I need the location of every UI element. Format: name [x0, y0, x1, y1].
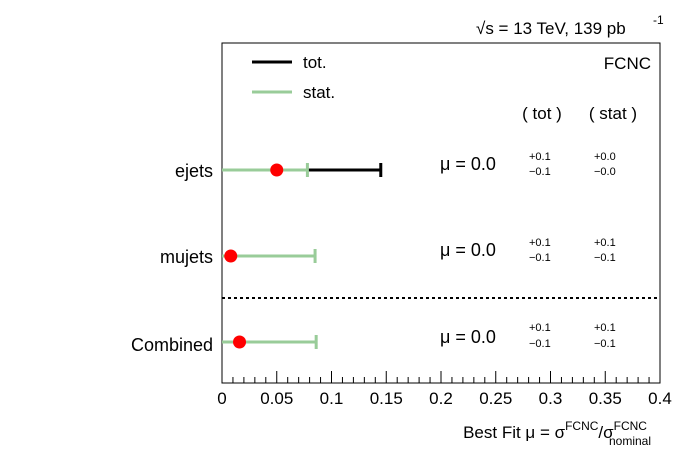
row-tot-down-mujets: −0.1 — [529, 252, 551, 264]
row-stat-up-ejets: +0.0 — [594, 151, 616, 163]
x-axis: 0 0.05 0.1 0.15 0.2 0.25 0.3 0.35 0.4 — [217, 371, 672, 408]
x-tick-label: 0.05 — [260, 389, 293, 408]
row-tot-down-combined: −0.1 — [529, 338, 551, 350]
row-mu-ejets: μ = 0.0 — [440, 154, 496, 174]
row-tot-up-mujets: +0.1 — [529, 237, 551, 249]
row-stat-down-combined: −0.1 — [594, 338, 616, 350]
row-mu-mujets: μ = 0.0 — [440, 240, 496, 260]
x-tick-label: 0.2 — [429, 389, 453, 408]
column-header-tot: ( tot ) — [522, 104, 562, 123]
row-ejets: ejets μ = 0.0 +0.1 −0.1 +0.0 −0.0 — [175, 151, 616, 181]
row-stat-down-mujets: −0.1 — [594, 252, 616, 264]
data-marks — [222, 163, 383, 349]
best-fit-marker-ejets — [270, 163, 284, 177]
x-tick-label: 0 — [217, 389, 226, 408]
legend-label-tot: tot. — [303, 53, 327, 72]
x-tick-label: 0.3 — [539, 389, 563, 408]
energy-lumi-label: √s = 13 TeV, 139 pb — [476, 19, 626, 38]
row-tot-down-ejets: −0.1 — [529, 166, 551, 178]
row-mu-combined: μ = 0.0 — [440, 327, 496, 347]
row-mujets: mujets μ = 0.0 +0.1 −0.1 +0.1 −0.1 — [160, 237, 616, 267]
row-label-combined: Combined — [131, 335, 213, 355]
x-tick-label: 0.35 — [589, 389, 622, 408]
row-tot-up-combined: +0.1 — [529, 322, 551, 334]
row-stat-up-mujets: +0.1 — [594, 237, 616, 249]
best-fit-marker-mujets — [224, 249, 238, 263]
best-fit-marker-combined — [233, 335, 247, 349]
x-tick-label: 0.15 — [370, 389, 403, 408]
row-tot-up-ejets: +0.1 — [529, 151, 551, 163]
row-combined: Combined μ = 0.0 +0.1 −0.1 +0.1 −0.1 — [131, 322, 616, 355]
row-stat-up-combined: +0.1 — [594, 322, 616, 334]
x-tick-label: 0.4 — [648, 389, 672, 408]
x-axis-title: Best Fit μ = σFCNC/σFCNC nominal — [463, 419, 651, 448]
x-tick-label: 0.25 — [479, 389, 512, 408]
column-header-stat: ( stat ) — [589, 104, 637, 123]
x-tick-label: 0.1 — [320, 389, 344, 408]
plot-tag: FCNC — [604, 54, 651, 73]
legend-label-stat: stat. — [303, 83, 335, 102]
row-label-ejets: ejets — [175, 161, 213, 181]
row-stat-down-ejets: −0.0 — [594, 166, 616, 178]
row-label-mujets: mujets — [160, 247, 213, 267]
lumi-exponent: -1 — [653, 13, 664, 27]
